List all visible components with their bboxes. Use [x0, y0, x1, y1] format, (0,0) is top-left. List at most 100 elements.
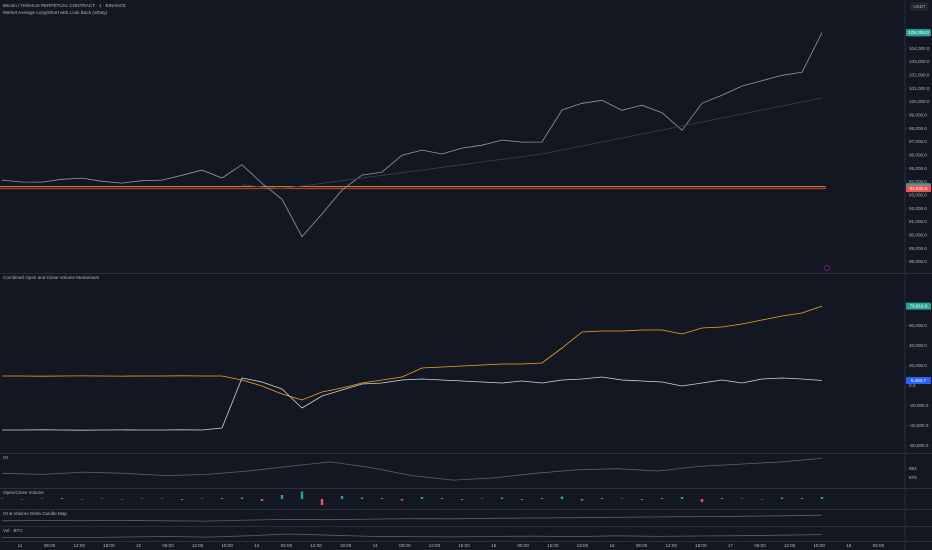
x-tick-label: 18:00 — [577, 543, 589, 548]
event-icon[interactable] — [824, 265, 830, 271]
volume-bar — [780, 497, 784, 499]
volume-bar — [220, 498, 224, 499]
volume-bar — [440, 498, 444, 499]
y-tick-label: 102,000.0 — [909, 73, 930, 78]
volume-bar — [20, 499, 24, 500]
y-tick-label: 91,000.0 — [909, 219, 927, 224]
y-tick-label: 98,000.0 — [909, 126, 927, 131]
volume-bar — [760, 499, 764, 500]
y-tick-label: 101,000.0 — [909, 86, 930, 91]
x-tick-label: 12:00 — [310, 543, 322, 548]
volume-bar — [520, 499, 524, 500]
y-tick-label: 95,000.0 — [909, 166, 927, 171]
volume-bar — [120, 499, 124, 500]
x-tick-label: 18:00 — [695, 543, 707, 548]
price-tag-label: 93,500.0 — [910, 186, 928, 191]
x-tick-label: 18:00 — [340, 543, 352, 548]
x-tick-label: 06:00 — [281, 543, 293, 548]
y-tick-label: 97,000.0 — [909, 139, 927, 144]
volume-bar — [820, 497, 824, 499]
y-tick-label: 103,000.0 — [909, 59, 930, 64]
volume-bar — [700, 499, 704, 502]
price-tag-label: 5,483.7 — [911, 378, 927, 383]
y-tick-label: 94,000.0 — [909, 179, 927, 184]
volume-bar — [260, 499, 264, 501]
y-tick-label: 40,000.0 — [909, 343, 927, 348]
series-line — [1, 32, 823, 238]
series-line — [2, 376, 823, 431]
volume-bar — [240, 497, 244, 499]
x-tick-label: 17 — [728, 543, 734, 548]
volume-bar — [580, 499, 584, 501]
volume-bar — [0, 498, 4, 499]
y-tick-label: -60,000.0 — [909, 443, 929, 448]
price-tag — [906, 302, 931, 310]
y-tick-label: 100,000.0 — [909, 99, 930, 104]
x-tick-label: 18:00 — [103, 543, 115, 548]
x-tick-label: 18 — [846, 543, 852, 548]
x-tick-label: 12:00 — [192, 543, 204, 548]
x-tick-label: 15 — [491, 543, 497, 548]
volume-bar — [480, 498, 484, 499]
x-tick-label: 13 — [254, 543, 260, 548]
volume-bar — [200, 498, 204, 499]
x-tick-label: 06:00 — [44, 543, 56, 548]
price-tag — [906, 377, 931, 385]
x-tick-label: 14 — [373, 543, 379, 548]
volume-bar — [360, 497, 364, 499]
x-tick-label: 06:00 — [162, 543, 174, 548]
x-tick-label: 06:00 — [517, 543, 529, 548]
volume-bar — [560, 496, 564, 499]
x-tick-label: 12:00 — [784, 543, 796, 548]
currency-button[interactable] — [910, 2, 929, 11]
volume-bar — [800, 498, 804, 499]
x-tick-label: 12:00 — [73, 543, 85, 548]
y-tick-label: 20,000.0 — [909, 363, 927, 368]
volume-bar — [420, 497, 424, 499]
price-tag — [906, 29, 931, 37]
volume-bar — [80, 499, 84, 500]
y-tick-label: 89,000.0 — [909, 246, 927, 251]
currency-label[interactable]: USDT — [913, 4, 926, 9]
y-tick-label: 93,000.0 — [909, 193, 927, 198]
volume-bar — [40, 498, 44, 499]
volume-bar — [620, 498, 624, 499]
volume-bar — [100, 498, 104, 499]
y-tick-label: 99,000.0 — [909, 113, 927, 118]
series-line — [241, 97, 823, 190]
y-tick-label: 884 — [909, 466, 917, 471]
y-tick-label: 876 — [909, 475, 917, 480]
x-tick-label: 12 — [136, 543, 142, 548]
volume-bar — [160, 498, 164, 499]
symbol-title: Bitcoin / TetherUS PERPETUAL CONTRACT · … — [3, 3, 126, 8]
pane-title: Open/Close Volume — [3, 490, 44, 495]
volume-bar — [180, 499, 184, 500]
volume-bar — [400, 499, 404, 501]
volume-bar — [500, 497, 504, 499]
price-tag-label: 79,916.0 — [910, 304, 928, 309]
y-tick-label: 88,000.0 — [909, 259, 927, 264]
volume-bar — [640, 499, 644, 500]
volume-bar — [660, 498, 664, 499]
volume-bar — [300, 491, 304, 499]
y-tick-label: 96,000.0 — [909, 153, 927, 158]
volume-bar — [460, 499, 464, 500]
x-tick-label: 12:00 — [547, 543, 559, 548]
x-tick-label: 12:00 — [429, 543, 441, 548]
pane-title: OI — [3, 455, 8, 460]
price-tag — [906, 185, 931, 193]
y-tick-label: 104,000.0 — [909, 46, 930, 51]
x-tick-label: 06:00 — [873, 543, 885, 548]
volume-bar — [140, 498, 144, 499]
pane-title: Combined Open and Close Volume Momentum — [3, 275, 99, 280]
x-tick-label: 18:00 — [458, 543, 470, 548]
y-tick-label: 92,000.0 — [909, 206, 927, 211]
volume-bar — [280, 495, 284, 499]
y-tick-label: 60,000.0 — [909, 323, 927, 328]
volume-bar — [540, 498, 544, 499]
y-tick-label: -20,000.0 — [909, 403, 929, 408]
pane-title: OI & Volume Delta Candle Map — [3, 511, 67, 516]
